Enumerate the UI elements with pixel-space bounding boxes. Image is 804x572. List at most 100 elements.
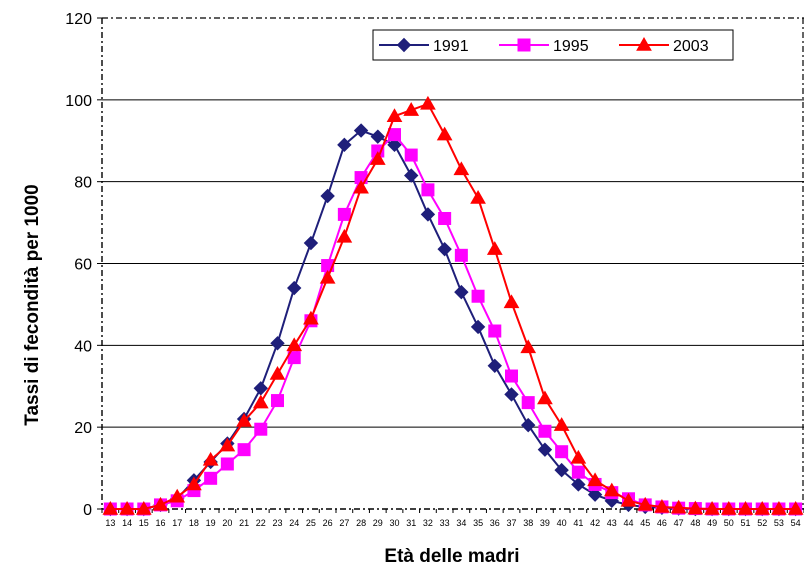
data-point-1995 (287, 351, 301, 365)
y-tick-label: 100 (65, 93, 92, 110)
x-tick-label: 28 (356, 518, 366, 528)
x-tick-label: 30 (389, 518, 399, 528)
data-point-2003 (369, 151, 386, 165)
series (102, 95, 804, 517)
data-point-1995 (271, 394, 284, 408)
data-point-1995 (337, 207, 351, 221)
data-point-2003 (737, 500, 754, 515)
y-tick-label: 60 (74, 257, 92, 274)
x-tick-label: 29 (373, 518, 383, 528)
y-tick-label: 40 (74, 338, 92, 355)
data-point-2003 (720, 500, 737, 515)
data-point-1995 (538, 424, 552, 438)
series-line-1995 (110, 133, 796, 510)
legend-label-2003: 2003 (673, 38, 709, 55)
data-point-2003 (654, 498, 670, 513)
data-point-1991 (454, 284, 469, 300)
data-point-2003 (186, 476, 202, 491)
x-tick-label: 48 (690, 518, 700, 528)
x-tick-label: 15 (139, 518, 149, 528)
x-tick-label: 49 (707, 518, 717, 528)
x-tick-label: 25 (306, 518, 316, 528)
x-tick-label: 27 (339, 518, 349, 528)
data-point-1995 (555, 445, 569, 459)
series-line-1991 (110, 129, 796, 510)
legend-marker-2003 (636, 36, 652, 51)
x-tick-label: 54 (791, 518, 801, 528)
x-tick-label: 51 (740, 518, 750, 528)
y-tick-label: 80 (74, 175, 92, 192)
data-point-2003 (453, 161, 470, 176)
x-tick-label: 43 (607, 518, 617, 528)
x-tick-label: 37 (506, 518, 516, 528)
data-point-1991 (470, 319, 486, 335)
x-tick-label: 14 (122, 518, 132, 528)
data-point-2003 (336, 228, 353, 243)
data-point-1991 (337, 137, 352, 153)
x-axis-title: Età delle madri (384, 546, 519, 567)
data-point-2003 (503, 294, 520, 309)
x-tick-label: 13 (105, 518, 115, 528)
legend-marker-1995 (517, 38, 531, 52)
data-point-2003 (303, 310, 319, 325)
data-point-1995 (204, 471, 218, 485)
data-point-1991 (420, 207, 436, 222)
x-tick-label: 19 (206, 518, 216, 528)
legend-box (372, 29, 734, 61)
x-tick-label: 41 (573, 518, 583, 528)
data-point-2003 (670, 499, 687, 514)
data-point-2003 (152, 496, 169, 511)
data-point-1991 (537, 442, 553, 457)
x-tick-label: 34 (456, 518, 466, 528)
data-point-1991 (353, 123, 369, 138)
data-point-1991 (521, 417, 536, 433)
gridlines (102, 99, 804, 428)
data-point-2003 (754, 500, 771, 515)
data-point-2003 (436, 126, 453, 141)
data-point-1991 (487, 358, 502, 373)
series-line-2003 (110, 102, 796, 510)
data-point-1995 (521, 396, 535, 410)
x-tick-label: 46 (657, 518, 667, 528)
data-point-1995 (471, 289, 485, 303)
data-point-1995 (421, 183, 435, 197)
data-point-1991 (370, 129, 385, 144)
data-point-1995 (237, 443, 251, 457)
data-point-1995 (404, 148, 418, 162)
data-point-2003 (252, 394, 269, 409)
data-point-2003 (486, 241, 503, 255)
x-tick-label: 40 (557, 518, 567, 528)
data-point-2003 (637, 496, 654, 511)
data-point-1995 (454, 248, 468, 262)
data-point-2003 (587, 472, 603, 487)
series-2003 (102, 95, 804, 515)
x-tick-label: 47 (674, 518, 684, 528)
data-point-2003 (102, 500, 119, 515)
axes: 0 20 40 60 80 100 120 13 14 15 16 17 18 19 20 21 22 23 24 2… (65, 11, 804, 528)
data-point-2003 (353, 179, 369, 194)
data-point-2003 (286, 337, 303, 352)
x-tick-label: 52 (757, 518, 767, 528)
data-point-1995 (505, 369, 518, 383)
x-tick-label: 39 (540, 518, 550, 528)
data-point-2003 (520, 339, 537, 354)
data-point-2003 (169, 488, 186, 503)
data-point-2003 (620, 492, 637, 507)
x-tick-label: 21 (239, 518, 249, 528)
data-point-1995 (571, 465, 585, 479)
data-point-1991 (571, 477, 586, 492)
data-point-2003 (470, 190, 486, 204)
x-tick-label: 32 (423, 518, 433, 528)
data-point-1991 (270, 336, 285, 351)
data-point-2003 (603, 482, 620, 497)
legend-marker-1991 (396, 37, 412, 53)
y-tick-label: 20 (74, 420, 92, 437)
x-tick-label: 23 (272, 518, 282, 528)
data-point-2003 (135, 500, 152, 515)
data-point-1991 (504, 387, 519, 402)
x-tick-label: 53 (774, 518, 784, 528)
legend-label-1991: 1991 (433, 38, 469, 55)
data-point-1995 (254, 422, 268, 436)
